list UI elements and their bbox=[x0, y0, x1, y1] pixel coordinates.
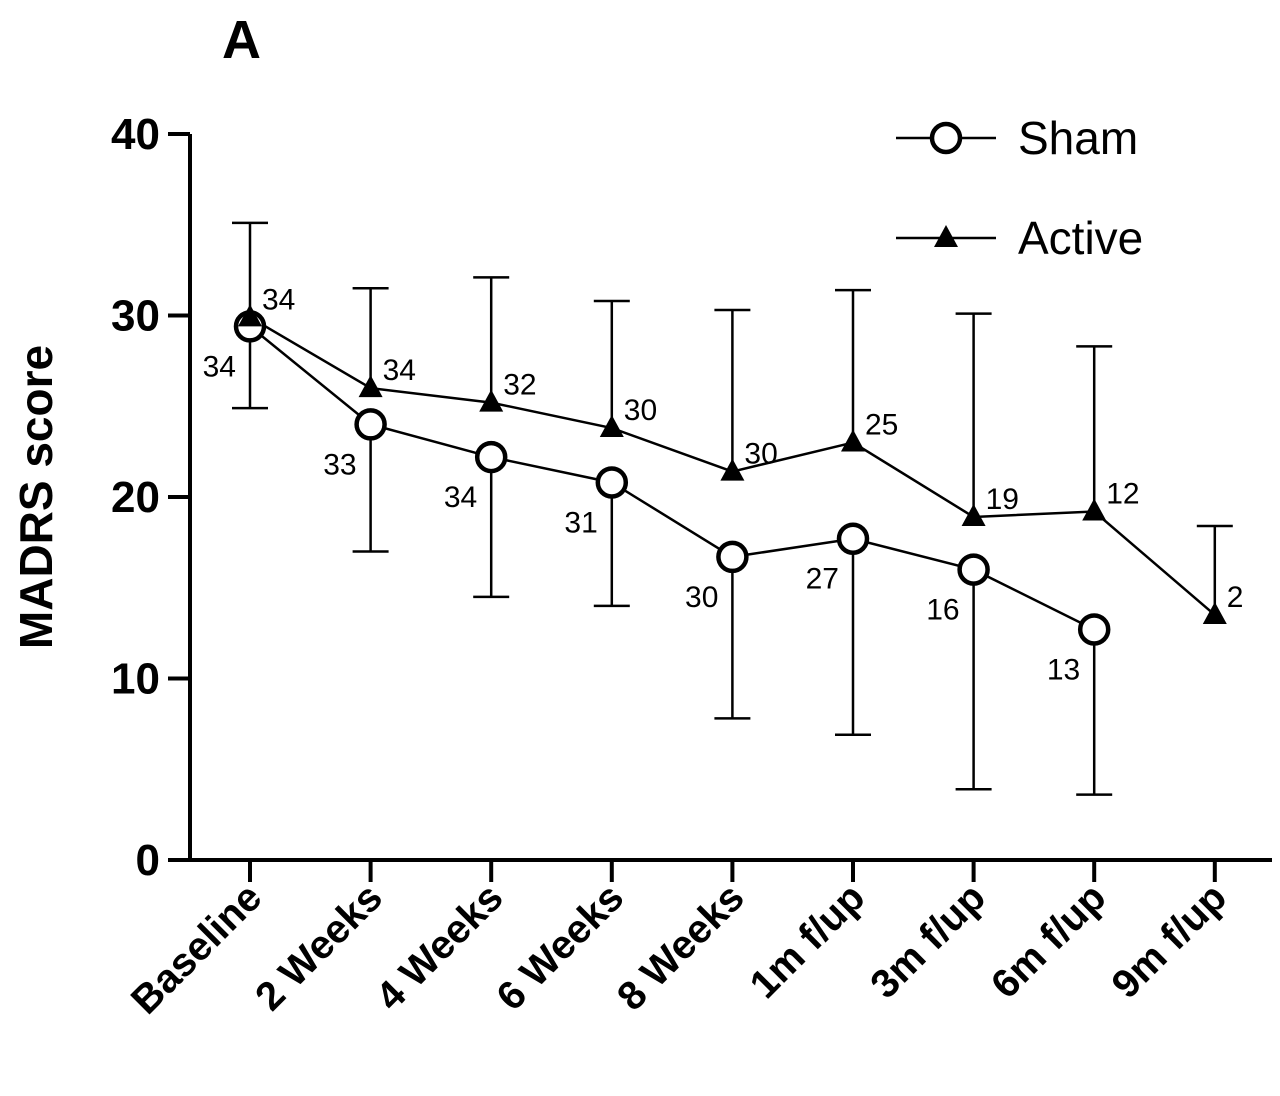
active-marker bbox=[841, 429, 865, 452]
active-marker bbox=[961, 503, 986, 526]
legend-marker-sham bbox=[929, 121, 963, 155]
x-tick-label: 3m f/up bbox=[862, 875, 994, 1007]
active-n-label: 32 bbox=[503, 369, 536, 402]
active-n-label: 12 bbox=[1106, 478, 1139, 511]
active-n-label: 2 bbox=[1227, 581, 1244, 614]
sham-n-label: 31 bbox=[564, 506, 597, 539]
y-tick-label: 40 bbox=[111, 110, 160, 159]
active-marker bbox=[238, 304, 262, 327]
legend: Sham Active bbox=[896, 112, 1143, 264]
x-tick-label: 4 Weeks bbox=[368, 875, 512, 1019]
sham-n-label: 13 bbox=[1047, 653, 1080, 686]
sham-marker bbox=[957, 553, 990, 586]
active-marker bbox=[358, 375, 383, 398]
legend-label-active: Active bbox=[1018, 212, 1143, 264]
sham-marker bbox=[595, 466, 629, 499]
y-axis-label: MADRS score bbox=[10, 345, 62, 649]
y-tick-label: 30 bbox=[111, 292, 160, 341]
active-marker bbox=[479, 389, 504, 412]
sham-n-label: 16 bbox=[926, 594, 959, 627]
x-tick-label: Baseline bbox=[123, 875, 270, 1022]
sham-marker bbox=[1077, 613, 1111, 646]
panel-label: A bbox=[222, 10, 261, 70]
active-n-label: 19 bbox=[986, 483, 1019, 516]
sham-marker bbox=[474, 440, 508, 474]
y-tick-label: 20 bbox=[111, 473, 160, 522]
sham-marker bbox=[836, 522, 870, 555]
sham-n-label: 33 bbox=[323, 448, 356, 481]
active-marker bbox=[599, 415, 624, 438]
legend-marker-active bbox=[934, 225, 958, 247]
series-line-sham bbox=[249, 325, 1095, 631]
active-n-label: 25 bbox=[865, 409, 898, 442]
error-bars bbox=[232, 221, 1233, 796]
legend-label-sham: Sham bbox=[1018, 112, 1138, 164]
x-tick-label: 9m f/up bbox=[1103, 875, 1235, 1007]
active-n-label: 30 bbox=[744, 438, 777, 471]
y-tick-label: 0 bbox=[136, 836, 160, 885]
active-n-label: 34 bbox=[383, 354, 416, 387]
x-tick-label: 6 Weeks bbox=[488, 875, 632, 1019]
sham-n-label: 27 bbox=[806, 563, 839, 596]
sham-n-label: 30 bbox=[685, 581, 718, 614]
x-tick-label: 6m f/up bbox=[983, 875, 1115, 1007]
series-markers bbox=[233, 304, 1227, 646]
sham-n-label: 34 bbox=[203, 350, 236, 383]
active-n-label: 34 bbox=[262, 283, 295, 316]
x-tick-label: 1m f/up bbox=[742, 875, 874, 1007]
active-marker bbox=[1202, 601, 1227, 624]
y-tick-label: 10 bbox=[111, 655, 160, 704]
sham-n-label: 34 bbox=[444, 481, 477, 514]
data-labels: 34 33 34 31 30 27 16 13 34 34 32 30 30 25 19 12 2 bbox=[203, 283, 1244, 686]
active-marker bbox=[1082, 498, 1107, 521]
sham-marker bbox=[716, 540, 749, 574]
sham-marker bbox=[354, 408, 387, 441]
x-tick-label: 8 Weeks bbox=[609, 875, 753, 1019]
x-tick-label: 2 Weeks bbox=[247, 875, 391, 1019]
active-n-label: 30 bbox=[624, 394, 657, 427]
active-marker bbox=[720, 458, 745, 481]
